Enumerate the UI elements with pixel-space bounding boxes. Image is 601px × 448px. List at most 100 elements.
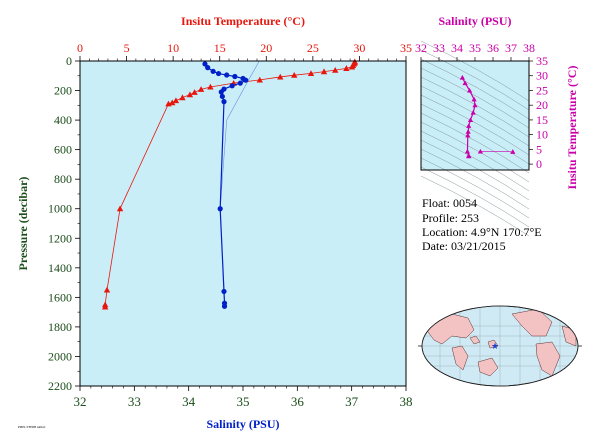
ts-temperature-tick-label: 20 — [536, 98, 548, 112]
salinity-point — [232, 73, 238, 80]
ts-isopycnal-line — [420, 112, 530, 174]
ts-salinity-ticks: 32 33 34 35 36 37 38 — [415, 41, 535, 61]
salinity-point — [205, 65, 211, 71]
temperature-point — [179, 94, 186, 101]
temperature-tick-label: 35 — [400, 41, 412, 55]
salinity-tick-label: 36 — [291, 394, 305, 409]
ts-salinity-title: Salinity (PSU) — [438, 14, 511, 28]
pressure-tick-label: 1600 — [48, 290, 72, 304]
ts-isopycnal-line — [420, 121, 530, 183]
ts-salinity-tick-label: 38 — [523, 41, 535, 55]
ts-isopycnal-line — [420, 67, 530, 129]
temperature-tick-label: 15 — [214, 41, 226, 55]
pressure-tick-label: 1000 — [48, 202, 72, 216]
salinity-tick-label: 34 — [182, 394, 196, 409]
ts-temperature-tick-label: 25 — [536, 83, 548, 97]
salinity-axis-title: Salinity (PSU) — [206, 417, 279, 431]
temperature-point — [172, 97, 180, 104]
temperature-point — [320, 68, 328, 75]
ts-point — [470, 109, 476, 115]
ts-isopycnals — [420, 40, 530, 237]
ts-temperature-title: Insitu Temperature (°C) — [565, 66, 579, 190]
ts-point — [472, 102, 478, 108]
ts-isopycnal-line — [420, 157, 530, 219]
profile-date: Date: 03/21/2015 — [422, 239, 506, 253]
temperature-point — [256, 76, 263, 83]
ts-isopycnal-line — [420, 49, 530, 111]
temperature-point — [191, 89, 198, 95]
ts-isopycnal-line — [420, 166, 530, 228]
pressure-tick-label: 2000 — [48, 349, 72, 363]
ts-isopycnal-line — [420, 139, 530, 201]
temperature-point — [348, 63, 356, 70]
salinity-tick-label: 37 — [345, 394, 359, 409]
ts-salinity-tick-label: 36 — [487, 41, 499, 55]
ts-isopycnal-line — [420, 148, 530, 210]
salinity-point — [215, 70, 222, 77]
salinity-point — [218, 89, 224, 95]
ts-isopycnal-line — [420, 94, 530, 156]
salinity-tick-label: 35 — [237, 394, 250, 409]
salinity-point — [221, 288, 227, 295]
ts-point — [467, 117, 474, 122]
salinity-tick-label: 38 — [400, 394, 413, 409]
ts-point — [459, 74, 465, 80]
temperature-tick-label: 30 — [353, 41, 365, 55]
ts-salinity-tick-label: 35 — [469, 41, 481, 55]
temperature-point — [277, 73, 284, 80]
temperature-point — [207, 83, 214, 90]
ts-salinity-tick-label: 37 — [505, 41, 517, 55]
temperature-point — [169, 99, 176, 106]
footer-credit: PMEL/TFPDB ARGO — [18, 425, 46, 429]
ts-point — [477, 148, 483, 154]
pressure-tick-label: 600 — [54, 143, 72, 157]
salinity-point — [217, 206, 223, 212]
salinity-point — [210, 68, 216, 74]
world-map: ★ — [418, 305, 582, 387]
ts-salinity-tick-label: 32 — [415, 41, 427, 55]
float-location: Location: 4.9°N 170.7°E — [422, 225, 542, 239]
pressure-tick-label: 1400 — [48, 261, 72, 275]
temperature-point — [307, 70, 315, 76]
pressure-tick-label: 800 — [54, 172, 72, 186]
pressure-tick-label: 200 — [54, 84, 72, 98]
ts-point — [462, 80, 468, 86]
salinity-axis-ticks: 32 33 34 35 36 37 38 — [74, 386, 413, 409]
pressure-tick-label: 1200 — [48, 231, 72, 245]
salinity-point — [224, 72, 230, 78]
temperature-tick-label: 0 — [77, 41, 83, 55]
ts-isopycnal-line — [420, 130, 530, 192]
ts-isopycnal-line — [420, 76, 530, 138]
temperature-point — [101, 303, 109, 310]
ts-temperature-tick-label: 0 — [536, 157, 542, 171]
ts-temperature-tick-label: 35 — [536, 54, 548, 68]
ts-point — [467, 87, 473, 93]
ts-isopycnal-line — [420, 85, 530, 147]
temperature-tick-label: 10 — [167, 41, 179, 55]
ts-isopycnal-line — [420, 58, 530, 120]
temperature-axis-ticks: 0 5 10 15 20 25 30 35 — [77, 41, 412, 61]
temperature-point — [291, 71, 298, 78]
float-id: Float: 0054 — [422, 196, 478, 210]
pressure-axis-ticks: 0 200 400 600 800 1000 1200 1400 1600 1800 2000 220… — [48, 54, 80, 393]
ts-isopycnal-line — [420, 40, 530, 102]
map-land — [422, 306, 578, 386]
temperature-point — [343, 65, 350, 71]
temperature-tick-label: 25 — [307, 41, 319, 55]
temperature-point — [103, 286, 111, 293]
ts-isopycnal-line — [420, 103, 530, 165]
salinity-tick-label: 32 — [74, 394, 87, 409]
salinity-point — [229, 83, 235, 89]
ts-point — [466, 123, 472, 128]
ts-point — [464, 148, 471, 154]
ts-series-layer — [459, 74, 516, 159]
salinity-point — [219, 93, 225, 100]
temperature-point — [186, 91, 194, 98]
temperature-tick-label: 20 — [260, 41, 272, 55]
ts-point — [465, 132, 471, 138]
temperature-point — [165, 100, 172, 107]
ts-point — [465, 129, 471, 134]
